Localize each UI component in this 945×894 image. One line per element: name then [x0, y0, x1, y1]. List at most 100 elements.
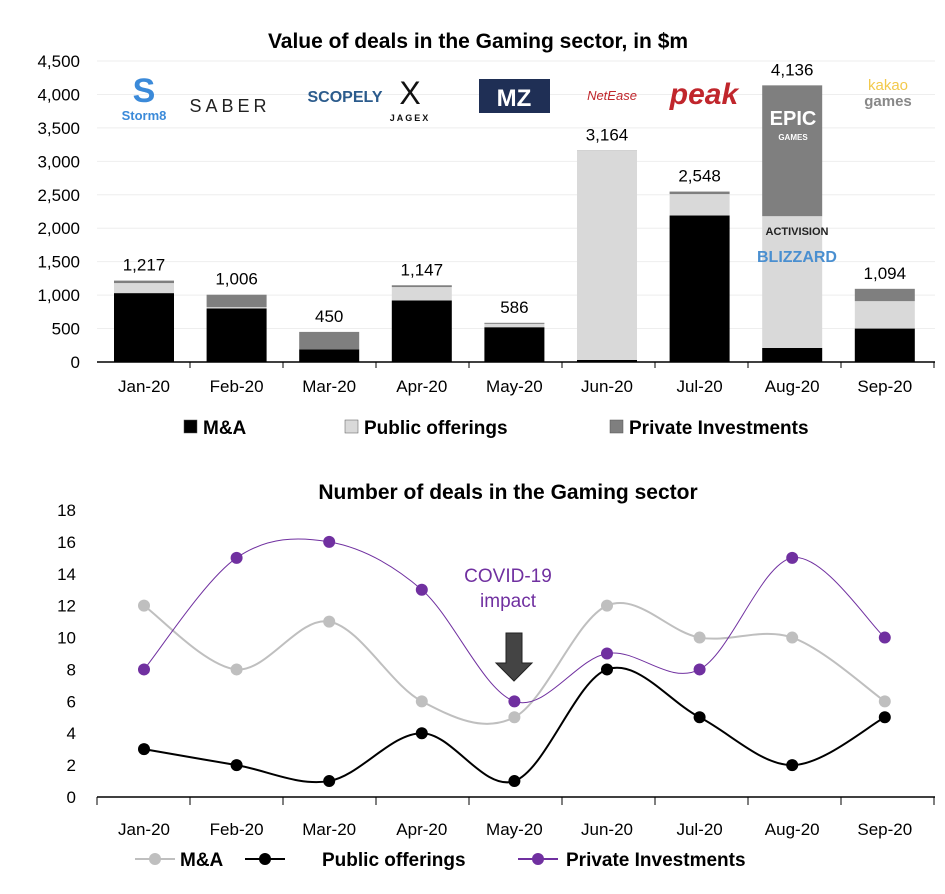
data-point [508, 775, 521, 788]
bar-segment-private-investments [669, 191, 730, 195]
bar-total-label: 3,164 [586, 125, 629, 144]
data-point [786, 551, 799, 564]
x-tick-label: Mar-20 [302, 820, 356, 839]
x-tick-label: Jul-20 [676, 820, 722, 839]
y-tick-label: 12 [57, 597, 76, 616]
logo-blizzard: BLIZZARD [757, 249, 837, 266]
data-point [230, 663, 243, 676]
logo-epic-sub: GAMES [778, 133, 808, 142]
logo-jagex: JAGEX [390, 113, 431, 123]
y-tick-label: 6 [67, 692, 76, 711]
legend-marker [149, 853, 161, 865]
y-tick-label: 2,000 [37, 219, 80, 238]
bar-total-label: 2,548 [678, 167, 721, 186]
data-point [138, 599, 150, 612]
bar-segment-m-a [484, 327, 545, 362]
x-tick-label: Jul-20 [676, 377, 722, 396]
x-tick-label: Aug-20 [765, 820, 820, 839]
legend-marker [532, 853, 544, 865]
bar-total-label: 450 [315, 307, 343, 326]
legend-swatch [609, 419, 624, 434]
legend-marker [259, 853, 271, 865]
line-chart-title: Number of deals in the Gaming sector [318, 481, 697, 504]
y-tick-label: 3,000 [37, 152, 80, 171]
annotation-line2: impact [480, 591, 537, 612]
logo-jagex-mark: X [399, 75, 420, 111]
bar-segment-public-offerings [669, 194, 730, 216]
y-tick-label: 1,000 [37, 286, 80, 305]
legend-label: Public offerings [364, 418, 508, 439]
x-tick-label: Jan-20 [118, 377, 170, 396]
data-point [230, 759, 243, 772]
bar-total-label: 1,217 [123, 256, 166, 275]
logo-activision: ACTIVISION [766, 226, 829, 238]
logo-mz: MZ [497, 85, 532, 112]
data-point [693, 711, 706, 724]
data-point [415, 695, 428, 708]
logo-scopely: SCOPELY [308, 89, 383, 106]
bar-segment-private-investments [391, 285, 452, 288]
bar-segment-m-a [391, 300, 452, 362]
logo-mz-box [479, 79, 550, 113]
x-tick-label: Apr-20 [396, 820, 447, 839]
bar-segment-public-offerings [114, 283, 174, 294]
data-point [508, 711, 521, 724]
y-tick-label: 4 [67, 724, 76, 743]
bar-segment-private-investments [114, 280, 174, 284]
bar-segment-private-investments [762, 85, 823, 217]
y-tick-label: 4,500 [37, 52, 80, 71]
bar-total-label: 1,147 [401, 260, 444, 279]
legend-label: M&A [203, 418, 247, 439]
bar-total-label: 4,136 [771, 60, 814, 79]
x-tick-label: Mar-20 [302, 377, 356, 396]
bar-segment-private-investments [299, 331, 360, 350]
down-arrow-icon [494, 632, 534, 682]
bar-segment-m-a [577, 359, 637, 362]
x-tick-label: Sep-20 [857, 820, 912, 839]
y-tick-label: 18 [57, 501, 76, 520]
data-point [415, 727, 428, 740]
x-tick-label: Sep-20 [857, 377, 912, 396]
logo-kakao: kakao [868, 77, 908, 94]
legend-label: Private Investments [629, 418, 809, 439]
x-tick-label: Feb-20 [210, 820, 264, 839]
data-point [878, 711, 891, 724]
y-tick-label: 500 [52, 320, 80, 339]
data-point [878, 695, 891, 708]
logo-saber: SABER [189, 96, 270, 116]
data-point [693, 663, 706, 676]
bar-segment-private-investments [854, 288, 915, 302]
data-point [138, 743, 150, 756]
data-point [693, 631, 706, 644]
bar-total-label: 1,094 [864, 264, 907, 283]
data-point [508, 695, 521, 708]
y-tick-label: 4,000 [37, 85, 80, 104]
bar-total-label: 1,006 [215, 270, 258, 289]
logo-storm8-text: Storm8 [122, 108, 167, 123]
y-tick-label: 2 [67, 756, 76, 775]
x-tick-label: May-20 [486, 820, 543, 839]
data-point [878, 631, 891, 644]
y-tick-label: 2,500 [37, 186, 80, 205]
data-point [323, 775, 336, 788]
data-point [230, 551, 243, 564]
y-tick-label: 1,500 [37, 253, 80, 272]
logo-peak: peak [669, 78, 740, 111]
bar-segment-m-a [762, 347, 823, 362]
bar-segment-m-a [114, 293, 174, 362]
bar-total-label: 586 [500, 298, 528, 317]
bar-segment-m-a [854, 328, 915, 362]
data-point [138, 663, 150, 676]
y-tick-label: 10 [57, 629, 76, 648]
series-line [143, 666, 886, 784]
legend-label: Public offerings [322, 850, 466, 871]
data-point [415, 583, 428, 596]
bar-segment-public-offerings [762, 216, 823, 348]
annotation-line1: COVID-19 [464, 566, 552, 587]
y-tick-label: 16 [57, 533, 76, 552]
data-point [323, 615, 336, 628]
bar-segment-public-offerings [484, 323, 545, 328]
x-tick-label: May-20 [486, 377, 543, 396]
